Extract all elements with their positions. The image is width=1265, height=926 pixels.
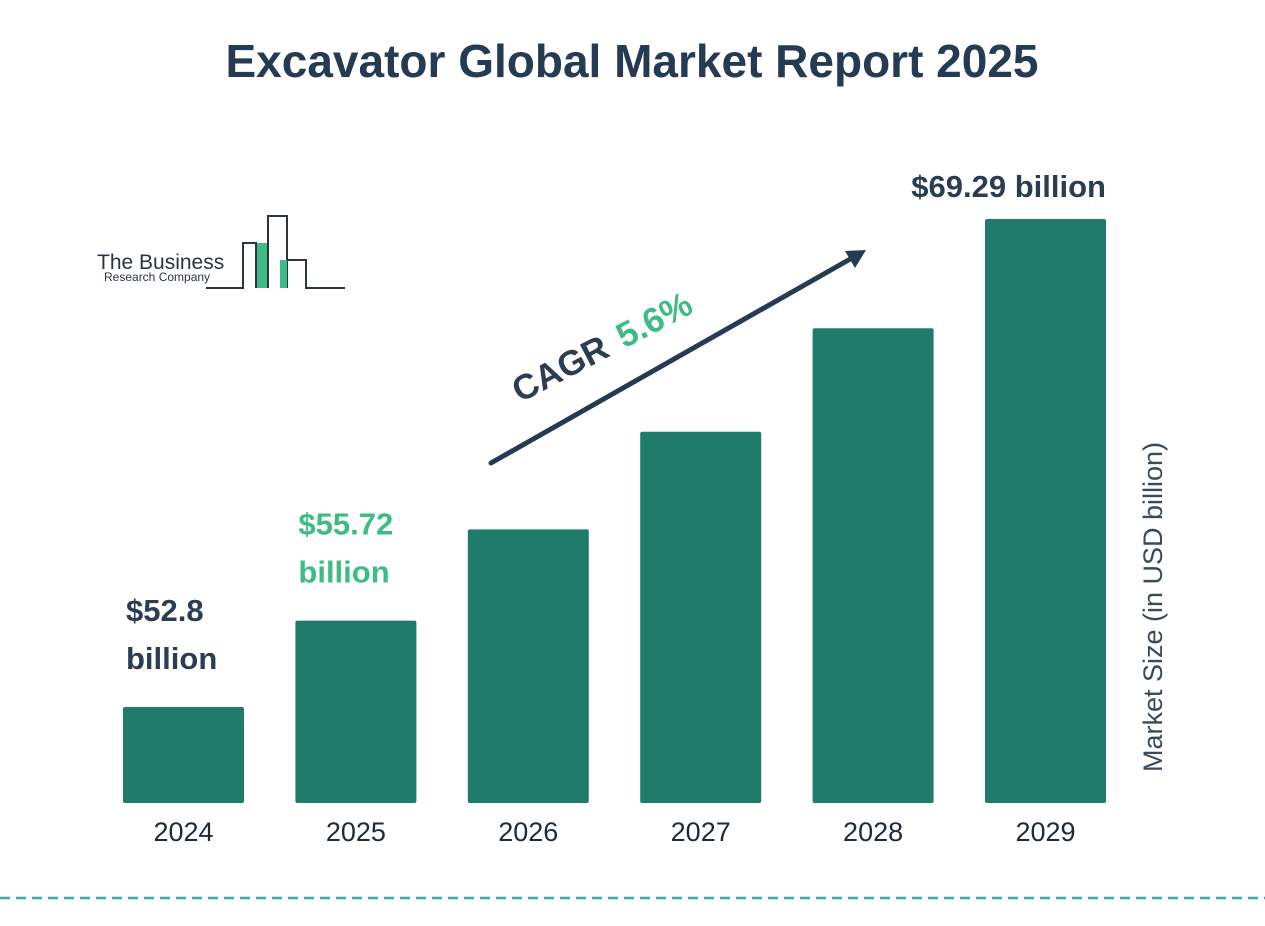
logo: The Business Research Company [97,215,345,289]
data-label-line: billion [126,641,217,676]
data-label-2029: $69.29 billion [911,169,1106,204]
chart-title: Excavator Global Market Report 2025 [226,35,1039,87]
y-axis-label: Market Size (in USD billion) [1138,442,1168,772]
logo-line2: Research Company [104,270,210,284]
cagr-label: CAGR [506,328,615,410]
data-label-2025: $55.72 billion [298,507,393,590]
cagr-annotation: CAGR 5.6% [488,250,866,466]
bar-2028 [812,328,934,803]
x-tick-2025: 2025 [326,817,386,847]
data-label-line: $69.29 billion [911,169,1106,204]
data-label-line: $55.72 [298,507,393,542]
x-tick-2028: 2028 [843,817,903,847]
data-label-2024: $52.8 billion [126,593,217,676]
logo-line1: The Business [97,251,224,274]
x-tick-2026: 2026 [498,817,558,847]
svg-text:CAGR 5.6%: CAGR 5.6% [506,284,699,410]
cagr-value: 5.6% [610,284,699,355]
x-tick-2029: 2029 [1015,817,1075,847]
data-label-line: $52.8 [126,593,204,628]
x-tick-labels: 2024 2025 2026 2027 2028 2029 [153,817,1075,847]
cagr-arrow-line [488,255,855,466]
data-label-line: billion [298,555,389,590]
bar-2025 [295,620,417,803]
bar-2026 [467,529,589,803]
x-tick-2027: 2027 [671,817,731,847]
cagr-arrow-head-icon [845,250,866,268]
bar-2029 [985,219,1106,803]
logo-buildings-icon [206,215,345,289]
bars [123,219,1106,803]
bar-2027 [640,431,762,803]
data-labels: $52.8 billion $55.72 billion $69.29 billion [126,169,1106,676]
bar-2024 [123,707,244,803]
x-tick-2024: 2024 [153,817,213,847]
